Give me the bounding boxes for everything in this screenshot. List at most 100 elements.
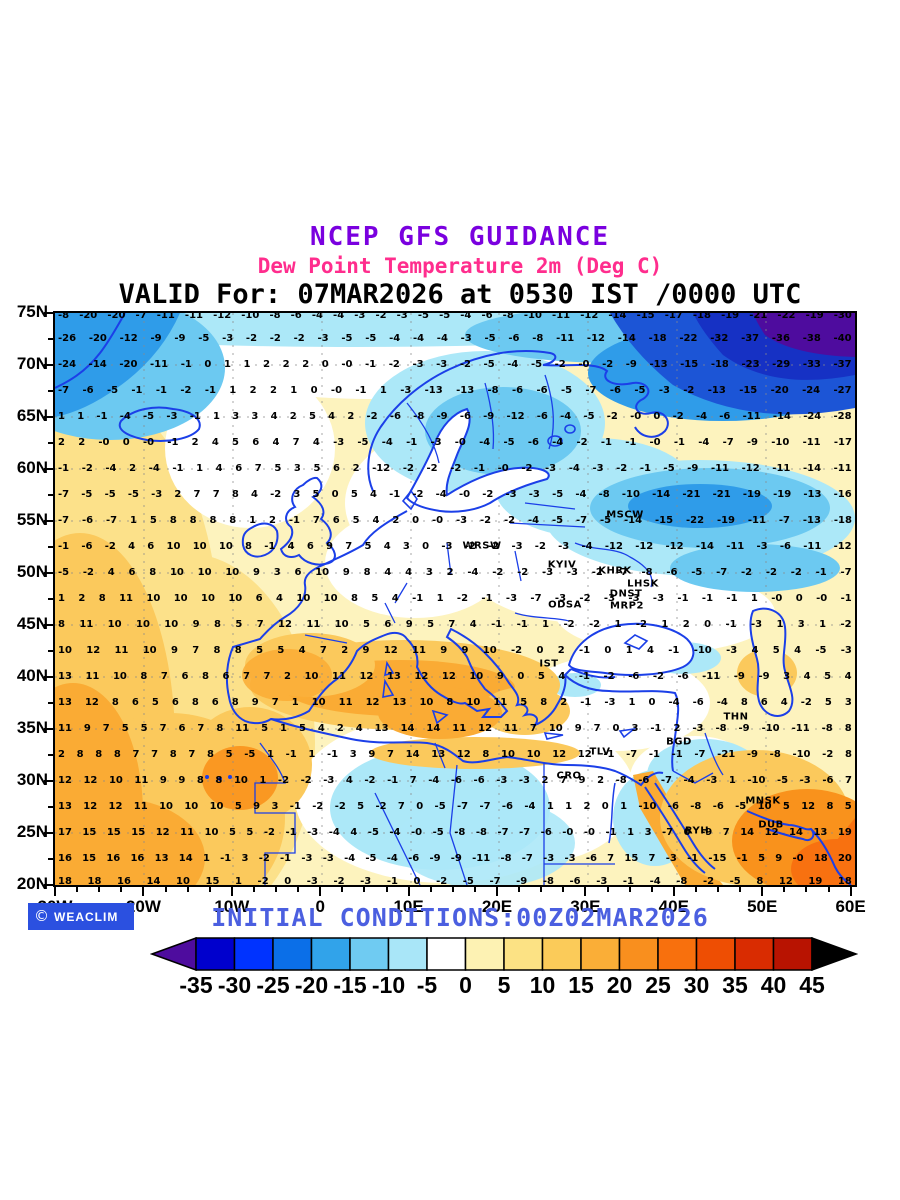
dewpoint-value: -1 xyxy=(58,463,70,474)
dewpoint-value: 2 xyxy=(541,775,549,786)
dewpoint-value: -29 xyxy=(772,359,791,370)
dewpoint-value: 4 xyxy=(558,671,566,682)
dewpoint-value: -3 xyxy=(603,593,616,604)
dewpoint-value: -3 xyxy=(354,313,366,321)
dewpoint-value: -1 xyxy=(473,463,486,474)
dewpoint-value: -3 xyxy=(151,489,163,500)
dewpoint-value: -3 xyxy=(412,359,424,370)
dewpoint-value: -6 xyxy=(290,313,302,321)
lat-tick xyxy=(48,702,53,704)
dewpoint-value: -2 xyxy=(488,541,500,552)
dewpoint-value: 15 xyxy=(624,853,639,864)
dewpoint-value: -2 xyxy=(511,645,523,656)
dewpoint-value: -5 xyxy=(600,515,612,526)
lon-tick xyxy=(297,887,300,892)
dewpoint-value: 2 xyxy=(392,515,400,526)
dewpoint-value: 5 xyxy=(824,671,832,682)
dewpoint-value: -2 xyxy=(554,359,566,370)
dewpoint-value: 4 xyxy=(383,541,391,552)
dewpoint-value: 12 xyxy=(478,723,493,734)
dewpoint-value: -16 xyxy=(833,489,852,500)
dewpoint-value: -10 xyxy=(241,313,260,321)
dewpoint-value: 15 xyxy=(205,876,220,885)
dewpoint-value: 12 xyxy=(86,645,101,656)
dewpoint-value: 3 xyxy=(783,671,791,682)
dewpoint-value: -9 xyxy=(738,723,750,734)
dewpoint-value: 5 xyxy=(228,827,236,838)
dewpoint-value: -5 xyxy=(462,876,474,885)
dewpoint-value: 0 xyxy=(422,541,430,552)
dewpoint-value: -2 xyxy=(822,749,834,760)
dewpoint-value: 3 xyxy=(797,619,805,630)
lat-label-25N: 25N xyxy=(16,822,48,841)
dewpoint-value: -6 xyxy=(822,775,834,786)
lat-tick xyxy=(44,780,53,782)
dewpoint-value: -5 xyxy=(503,437,515,448)
dewpoint-value: -8 xyxy=(690,801,702,812)
dewpoint-value: -4 xyxy=(105,463,117,474)
dewpoint-value: 1 xyxy=(661,619,669,630)
dewpoint-value: 4 xyxy=(751,645,759,656)
dewpoint-value: 13 xyxy=(392,697,407,708)
city-label-TLV: TLV xyxy=(589,746,611,758)
dewpoint-value: -4 xyxy=(507,359,519,370)
dewpoint-value: 12 xyxy=(577,749,592,760)
dewpoint-value: 18 xyxy=(837,876,852,885)
dewpoint-value: -20 xyxy=(88,333,107,344)
dewpoint-value: -2 xyxy=(603,671,615,682)
dewpoint-value: -11 xyxy=(726,541,745,552)
dewpoint-value: -10 xyxy=(523,313,542,321)
dewpoint-value: -9 xyxy=(701,827,713,838)
colorbar-label-0: 0 xyxy=(459,972,472,998)
dewpoint-value: -1 xyxy=(285,749,297,760)
dewpoint-value: 12 xyxy=(108,801,123,812)
colorbar-segment--10 xyxy=(387,937,428,971)
colorbar-segment--15 xyxy=(349,937,390,971)
dewpoint-value: -1 xyxy=(491,619,503,630)
dewpoint-value: 10 xyxy=(233,775,248,786)
dewpoint-value: -36 xyxy=(771,333,790,344)
dewpoint-value: -1 xyxy=(204,385,216,396)
dewpoint-value: 5 xyxy=(824,697,832,708)
dewpoint-value: -2 xyxy=(402,463,414,474)
dewpoint-value: -6 xyxy=(677,671,689,682)
dewpoint-value: 15 xyxy=(131,827,146,838)
dewpoint-value: -2 xyxy=(412,489,424,500)
dewpoint-value: -2 xyxy=(635,619,647,630)
dewpoint-value: -5 xyxy=(432,827,444,838)
dewpoint-value: -11 xyxy=(556,333,575,344)
dewpoint-value: -6 xyxy=(609,385,621,396)
colorbar-segment-10 xyxy=(541,937,582,971)
dewpoint-value: -3 xyxy=(596,876,608,885)
grid-values: -8 -20 -20 -7 -11 -11 -12 -10 -8 -6 -4 -4 -3 -2 -3 -5 -5… xyxy=(55,313,855,885)
dewpoint-value: -2 xyxy=(672,411,684,422)
dewpoint-value: -0 xyxy=(578,359,590,370)
dewpoint-value: -0 xyxy=(142,437,155,448)
lon-tick xyxy=(805,887,808,892)
dewpoint-value: 1 xyxy=(280,723,288,734)
dewpoint-value: 8 xyxy=(191,697,199,708)
country-borders xyxy=(254,374,724,885)
dewpoint-value: 2 xyxy=(557,645,565,656)
dewpoint-value: -15 xyxy=(708,853,727,864)
dewpoint-value: 4 xyxy=(298,645,306,656)
dewpoint-value: -9 xyxy=(429,853,441,864)
dewpoint-value: 11 xyxy=(504,723,518,734)
dewpoint-value: 8 xyxy=(98,593,106,604)
dewpoint-value: 0 xyxy=(321,359,329,370)
dewpoint-value: -20 xyxy=(770,385,789,396)
dewpoint-value: 2 xyxy=(583,801,591,812)
colorbar xyxy=(150,937,858,971)
dewpoint-value: -1 xyxy=(605,827,617,838)
grid-row-20N: 18 18 16 14 10 15 1 -2 0 -3 -2 -3 -1 0 -2 -5 -7 -9 -8 -6 -3 -… xyxy=(58,876,852,885)
lon-tick xyxy=(518,887,521,892)
dewpoint-value: 8 xyxy=(740,697,748,708)
dewpoint-value: 2 xyxy=(58,749,65,760)
colorbar-label--25: -25 xyxy=(256,972,290,998)
dewpoint-value: -15 xyxy=(655,515,674,526)
dewpoint-value: -0 xyxy=(816,593,828,604)
dewpoint-value: -2 xyxy=(652,671,664,682)
dewpoint-value: -2 xyxy=(459,359,471,370)
dewpoint-value: -3 xyxy=(511,541,523,552)
dewpoint-value: 10 xyxy=(112,671,127,682)
